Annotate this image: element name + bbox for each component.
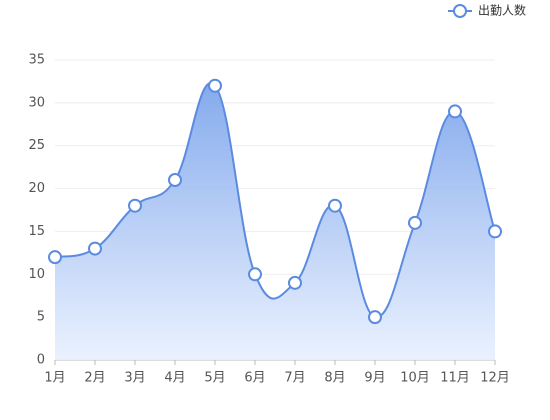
point [208, 78, 222, 93]
y-tick-label: 5 [37, 310, 45, 325]
x-tick-label: 9月 [364, 371, 385, 386]
x-tick-label: 1月 [44, 371, 65, 386]
x-tick-label: 12月 [480, 371, 510, 386]
y-tick-label: 10 [28, 267, 45, 282]
point [128, 198, 142, 213]
x-tick-label: 7月 [284, 371, 305, 386]
point [288, 275, 302, 290]
x-tick-label: 3月 [124, 371, 145, 386]
line [54, 82, 496, 319]
x-tick-label: 5月 [204, 371, 225, 386]
point [408, 215, 422, 230]
legend-marker [453, 4, 467, 18]
legend-label: 出勤人数 [478, 3, 526, 18]
y-tick-label: 35 [28, 53, 45, 68]
x-tick-label: 4月 [164, 371, 185, 386]
x-tick-label: 2月 [84, 371, 105, 386]
x-tick-label: 6月 [244, 371, 265, 386]
x-tick-label: 8月 [324, 371, 345, 386]
point [368, 310, 382, 325]
point [328, 198, 342, 213]
y-tick-label: 0 [37, 353, 45, 368]
point [168, 173, 182, 187]
y-tick-label: 30 [28, 95, 45, 110]
y-tick-label: 25 [28, 138, 45, 153]
x-tick-label: 10月 [400, 371, 430, 386]
y-tick-label: 20 [28, 181, 45, 196]
point [88, 241, 102, 256]
point [248, 267, 262, 282]
area [55, 83, 495, 360]
point [488, 224, 502, 239]
y-tick-label: 15 [28, 224, 45, 239]
x-tick-label: 11月 [440, 371, 470, 386]
point [448, 104, 462, 119]
point [48, 250, 62, 265]
